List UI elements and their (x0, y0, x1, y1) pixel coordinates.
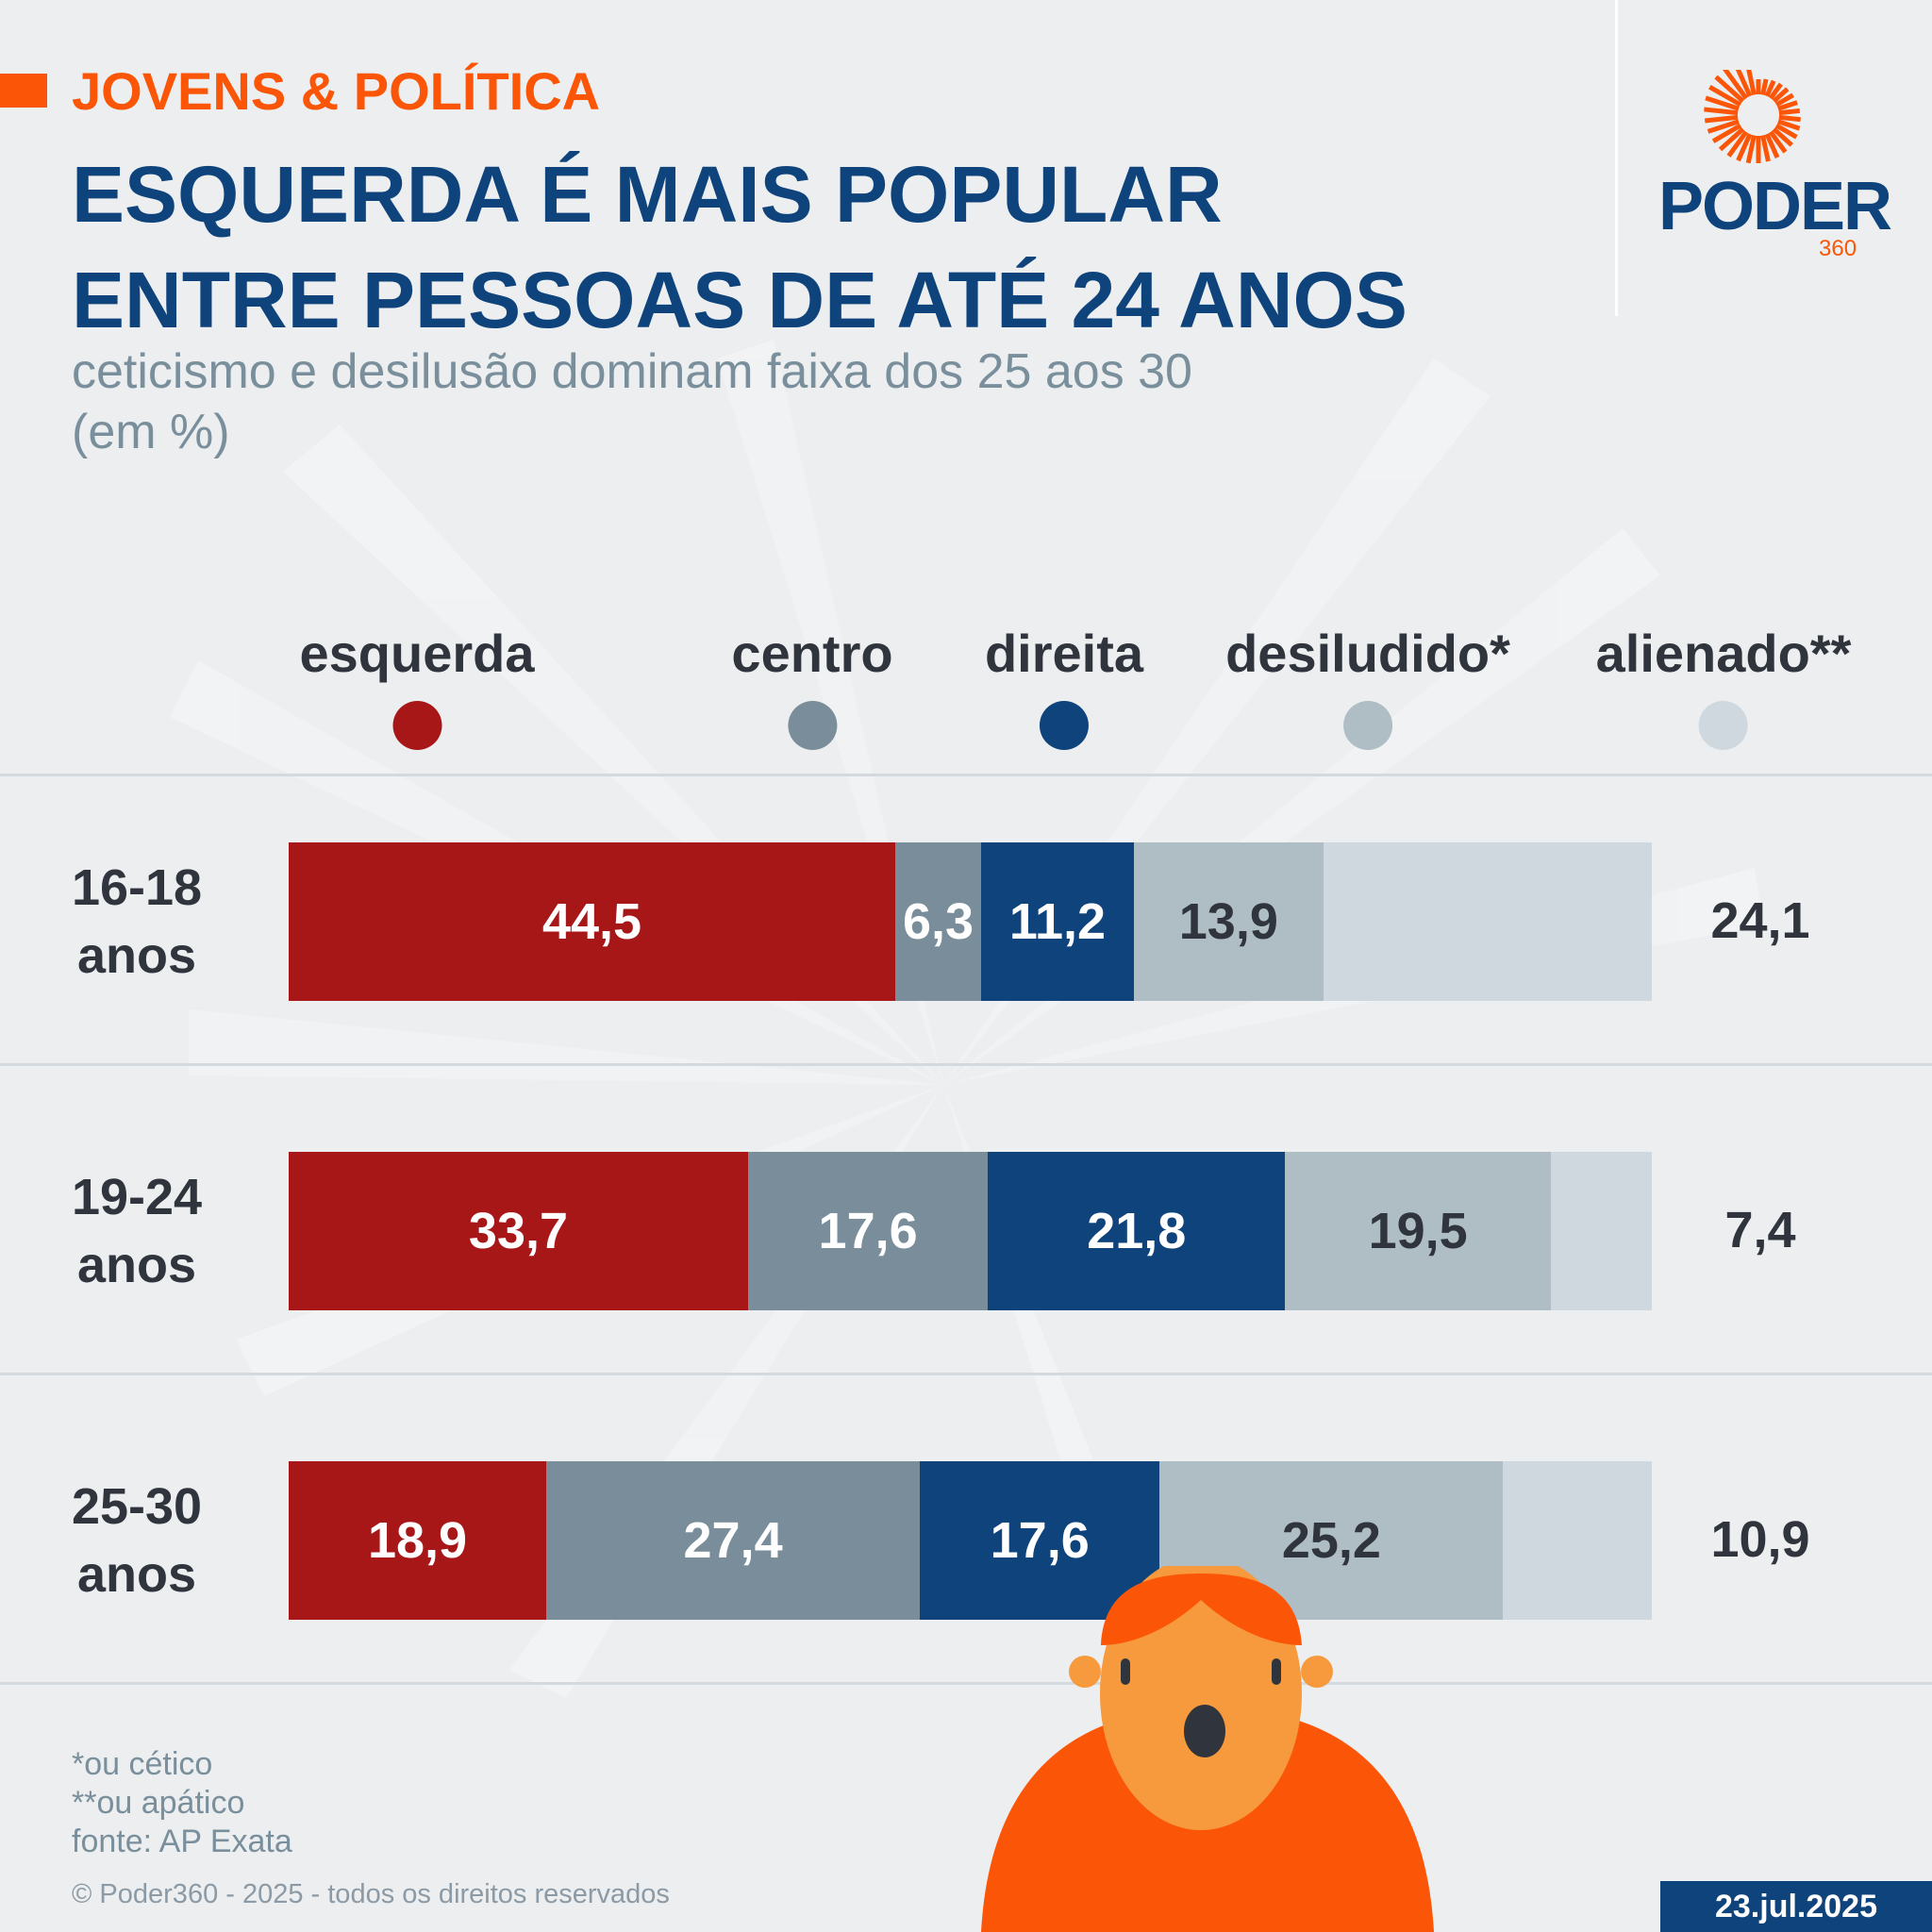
sun-ray (1772, 87, 1790, 104)
data-label: 25,2 (1281, 1512, 1381, 1569)
sun-ray (1736, 133, 1753, 162)
legend-swatch (1342, 701, 1392, 750)
data-label: 19,5 (1368, 1203, 1468, 1259)
kicker: JOVENS & POLÍTICA (72, 61, 601, 121)
bar-segment-direita: 21,8 (988, 1152, 1286, 1310)
data-label: 17,6 (990, 1512, 1090, 1569)
data-label: 7,4 (1724, 1202, 1796, 1258)
sun-ray (1718, 126, 1745, 152)
sun-ray (1704, 107, 1739, 116)
data-label: 21,8 (1087, 1203, 1187, 1259)
sun-ray (1778, 114, 1801, 123)
poder360-sun-icon (1704, 70, 1801, 164)
footnote-desiludido: *ou cético (72, 1746, 213, 1782)
bar-segment-esquerda: 33,7 (289, 1152, 748, 1310)
data-label: 18,9 (367, 1512, 468, 1569)
sun-ray (1760, 78, 1769, 96)
category-label: 25-30 anos (71, 1478, 203, 1603)
logo-number: 360 (1819, 236, 1857, 261)
bar-segment-centro: 6,3 (895, 842, 982, 1001)
bar-segment-centro: 17,6 (747, 1152, 989, 1310)
data-label: 24,1 (1710, 892, 1810, 949)
sun-ray (1777, 119, 1801, 131)
bar-segment-esquerda: 18,9 (289, 1461, 547, 1620)
sun-ray (1726, 130, 1749, 158)
legend-label: centro (731, 624, 893, 683)
footnotes: *ou cético **ou apático fonte: AP Exata (72, 1745, 292, 1861)
chart-subtitle: ceticismo e desilusão dominam faixa dos … (72, 341, 1192, 462)
row-divider (0, 1063, 1932, 1066)
data-label: 6,3 (902, 893, 974, 950)
bar-segment-desiludido: 19,5 (1285, 1152, 1552, 1310)
sun-ray (1777, 100, 1798, 111)
surprised-person-illustration (981, 1566, 1434, 1932)
sun-ray (1768, 130, 1788, 154)
source: fonte: AP Exata (72, 1824, 292, 1859)
data-label: 11,2 (1008, 893, 1107, 950)
sun-ray (1705, 95, 1740, 111)
category-label: 19-24 anos (71, 1169, 203, 1293)
logo-wordmark: PODER (1658, 169, 1892, 244)
sun-ray (1714, 75, 1745, 104)
bar-segment-centro: 27,4 (546, 1461, 921, 1620)
legend-item-alienado: alienado** (1595, 623, 1852, 750)
sun-ray (1735, 70, 1753, 97)
bar-segment-alienado (1551, 1152, 1652, 1310)
legend-item-desiludido: desiludido* (1225, 623, 1510, 750)
sun-ray (1708, 85, 1742, 108)
data-label: 10,9 (1710, 1511, 1810, 1568)
legend-swatch (1698, 701, 1748, 750)
legend-swatch (392, 701, 441, 750)
legend-item-centro: centro (731, 623, 893, 750)
bar-segment-alienado (1503, 1461, 1652, 1620)
data-label: 44,5 (541, 893, 642, 950)
row-divider (0, 1373, 1932, 1375)
subtitle-line-2: (em %) (72, 405, 230, 459)
row-divider (0, 774, 1932, 776)
category-label: 16-18 anos (71, 859, 203, 984)
bar-segment-direita: 17,6 (920, 1461, 1160, 1620)
bar-segment-direita: 11,2 (981, 842, 1134, 1001)
data-label: 33,7 (468, 1203, 569, 1259)
header-divider (1615, 0, 1618, 316)
sun-ray (1723, 70, 1749, 100)
sun-ray (1764, 133, 1780, 159)
legend-label: desiludido* (1225, 624, 1510, 683)
footnote-alienado: **ou apático (72, 1785, 245, 1821)
legend-swatch (788, 701, 837, 750)
legend-item-esquerda: esquerda (300, 623, 535, 750)
title-line-1: ESQUERDA É MAIS POPULAR (72, 150, 1223, 239)
bar-segment-desiludido: 13,9 (1133, 842, 1324, 1001)
sun-ray (1768, 82, 1783, 100)
row-divider (0, 1682, 1932, 1685)
data-label: 27,4 (683, 1512, 783, 1569)
bar-segment-alienado (1323, 842, 1652, 1001)
kicker-marker (0, 74, 47, 108)
bar-segment-esquerda: 44,5 (289, 842, 896, 1001)
sun-ray (1778, 108, 1801, 116)
data-label: 17,6 (818, 1203, 918, 1259)
date-badge: 23.jul.2025 (1660, 1881, 1932, 1932)
legend-label: direita (984, 624, 1144, 683)
title-line-2: ENTRE PESSOAS DE ATÉ 24 ANOS (72, 256, 1407, 344)
chart-title: ESQUERDA É MAIS POPULAR ENTRE PESSOAS DE… (72, 142, 1600, 353)
subtitle-line-1: ceticismo e desilusão dominam faixa dos … (72, 344, 1192, 399)
legend-label: esquerda (299, 624, 535, 683)
legend-item-direita: direita (985, 623, 1143, 750)
sun-ray (1764, 79, 1776, 97)
sun-ray (1711, 123, 1742, 143)
sun-ray (1707, 119, 1740, 134)
sun-ray (1772, 126, 1793, 147)
copyright: © Poder360 - 2025 - todos os direitos re… (72, 1879, 670, 1909)
sun-ray (1746, 70, 1757, 96)
sun-ray (1774, 123, 1798, 140)
sun-ray (1704, 114, 1739, 124)
sun-ray (1760, 134, 1771, 162)
data-label: 13,9 (1178, 893, 1278, 950)
sun-ray (1774, 92, 1794, 108)
legend-label: alienado** (1595, 624, 1852, 683)
legend-swatch (1040, 701, 1089, 750)
sun-ray (1745, 134, 1757, 164)
